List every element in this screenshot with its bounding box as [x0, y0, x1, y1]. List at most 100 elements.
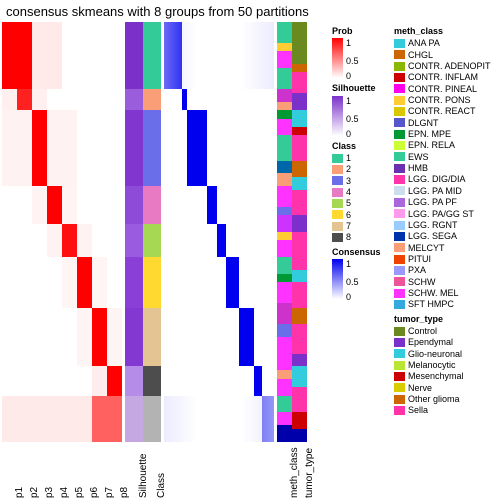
- legend-item: EWS: [394, 152, 502, 162]
- colorbar: [332, 38, 343, 78]
- meth-class-column: [277, 22, 292, 442]
- prob-column: [17, 22, 32, 442]
- legend-item: PITUI: [394, 254, 502, 264]
- colorbar-tick: 1: [346, 259, 351, 269]
- legend-label: CONTR. INFLAM: [408, 72, 478, 82]
- legend-item: LGG. RGNT: [394, 220, 502, 230]
- legend-item: MELCYT: [394, 243, 502, 253]
- legend-swatch: [394, 84, 405, 93]
- x-label: p1: [14, 487, 25, 498]
- legend-label: EPN. MPE: [408, 129, 451, 139]
- legend-title: Silhouette: [332, 83, 388, 93]
- legend-item: 1: [332, 153, 388, 163]
- legend-swatch: [394, 186, 405, 195]
- legend-item: 8: [332, 232, 388, 242]
- heatmap-plot: [2, 22, 322, 442]
- legend-label: 4: [346, 187, 351, 197]
- legend-swatch: [394, 277, 405, 286]
- legend-label: 3: [346, 176, 351, 186]
- legend-label: LGG. RGNT: [408, 220, 458, 230]
- legend-swatch: [394, 96, 405, 105]
- legend-label: 7: [346, 221, 351, 231]
- legend-label: LGG. DIG/DIA: [408, 174, 466, 184]
- legend-label: Nerve: [408, 383, 432, 393]
- legend-swatch: [394, 255, 405, 264]
- legend-item: HMB: [394, 163, 502, 173]
- prob-column: [62, 22, 77, 442]
- legend-swatch: [332, 210, 343, 219]
- legend-swatch: [394, 73, 405, 82]
- legend-swatch: [394, 118, 405, 127]
- legend-title: Prob: [332, 26, 388, 36]
- legend-title: tumor_type: [394, 314, 502, 324]
- x-label: p5: [74, 487, 85, 498]
- legend-item: Other glioma: [394, 394, 502, 404]
- legend-item: PXA: [394, 265, 502, 275]
- legend-swatch: [332, 165, 343, 174]
- legend-swatch: [332, 199, 343, 208]
- colorbar: [332, 96, 343, 136]
- legend-swatch: [394, 175, 405, 184]
- legend-label: EPN. RELA: [408, 140, 455, 150]
- legend-item: CONTR. REACT: [394, 106, 502, 116]
- legend-label: Melanocytic: [408, 360, 456, 370]
- legend-label: Sella: [408, 405, 428, 415]
- legend-swatch: [394, 141, 405, 150]
- legend-swatch: [394, 232, 405, 241]
- legend-swatch: [394, 289, 405, 298]
- legend-item: CONTR. PINEAL: [394, 84, 502, 94]
- legend-label: SFT HMPC: [408, 299, 454, 309]
- legend-label: PITUI: [408, 254, 431, 264]
- x-label: Silhouette: [138, 454, 149, 498]
- legend-label: Mesenchymal: [408, 371, 464, 381]
- legend-item: Mesenchymal: [394, 371, 502, 381]
- legend-label: Other glioma: [408, 394, 460, 404]
- legend-swatch: [394, 130, 405, 139]
- legend-swatch: [394, 349, 405, 358]
- legend-label: MELCYT: [408, 243, 445, 253]
- legend-swatch: [394, 39, 405, 48]
- legend-item: SCHW: [394, 277, 502, 287]
- legend-item: Glio-neuronal: [394, 349, 502, 359]
- legend-item: 3: [332, 176, 388, 186]
- legend-title: Consensus: [332, 247, 388, 257]
- legend-label: CONTR. PONS: [408, 95, 471, 105]
- x-label: p8: [119, 487, 130, 498]
- legend-title: meth_class: [394, 26, 502, 36]
- legend-item: 6: [332, 210, 388, 220]
- legend-item: LGG. PA MID: [394, 186, 502, 196]
- legend-swatch: [332, 233, 343, 242]
- legend-item: LGG. DIG/DIA: [394, 174, 502, 184]
- prob-column: [77, 22, 92, 442]
- legend-label: CONTR. PINEAL: [408, 84, 477, 94]
- legend-item: EPN. RELA: [394, 140, 502, 150]
- legend-label: LGG. PA PF: [408, 197, 457, 207]
- legend-label: LGG. PA/GG ST: [408, 209, 474, 219]
- tumor-type-column: [292, 22, 307, 442]
- legend-label: EWS: [408, 152, 429, 162]
- legend-item: SFT HMPC: [394, 299, 502, 309]
- legend-label: CONTR. REACT: [408, 106, 476, 116]
- legend-swatch: [332, 222, 343, 231]
- prob-column: [47, 22, 62, 442]
- colorbar-tick: 0.5: [346, 56, 359, 66]
- prob-column: [32, 22, 47, 442]
- legend-swatch: [394, 164, 405, 173]
- prob-column: [2, 22, 17, 442]
- legend-swatch: [394, 221, 405, 230]
- legend-swatch: [394, 209, 405, 218]
- x-axis-labels: p1p2p3p4p5p6p7p8SilhouetteClassmeth_clas…: [2, 444, 322, 502]
- legend-item: Control: [394, 326, 502, 336]
- silhouette-column: [125, 22, 143, 442]
- prob-column: [92, 22, 107, 442]
- legend-swatch: [332, 154, 343, 163]
- x-label: p3: [44, 487, 55, 498]
- legend-swatch: [394, 406, 405, 415]
- colorbar-tick: 0.5: [346, 114, 359, 124]
- x-label: p4: [59, 487, 70, 498]
- x-label: p2: [29, 487, 40, 498]
- legend-label: CONTR. ADENOPIT: [408, 61, 491, 71]
- legend-item: LGG. PA/GG ST: [394, 209, 502, 219]
- legend-item: SCHW. MEL: [394, 288, 502, 298]
- colorbar-tick: 0: [346, 71, 351, 81]
